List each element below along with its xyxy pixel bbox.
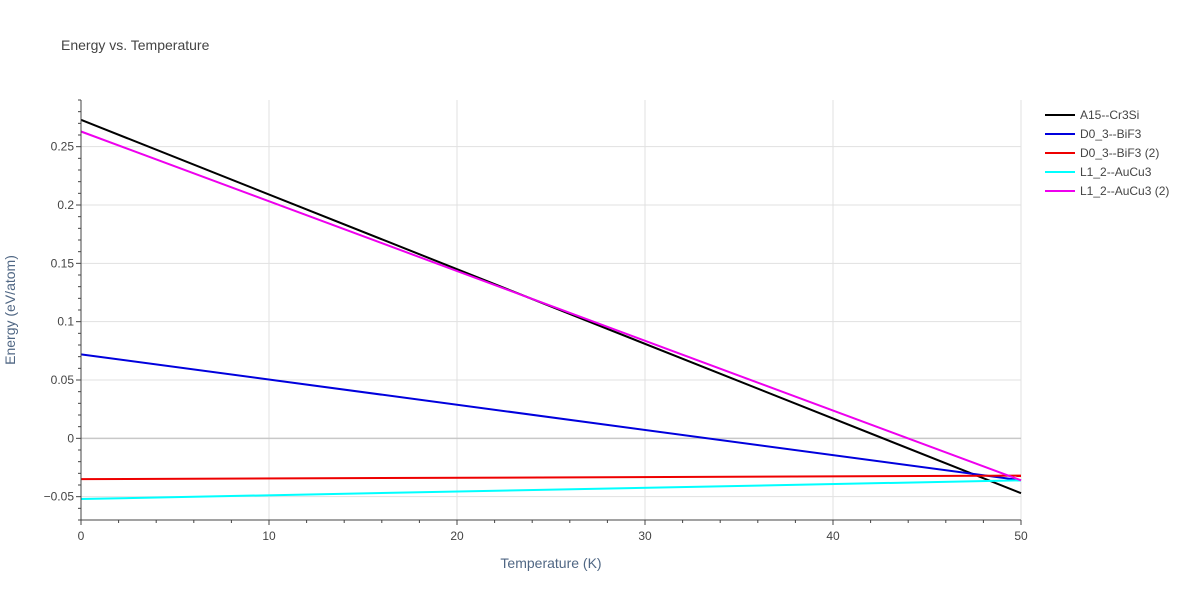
series-line — [80, 130, 1022, 482]
y-tick-label: 0.1 — [57, 315, 74, 329]
series-line — [80, 474, 1022, 481]
grid-layer — [81, 100, 1022, 520]
legend-item[interactable]: A15--Cr3Si — [1045, 108, 1139, 122]
x-tick-label: 30 — [638, 529, 652, 543]
legend-label: L1_2--AuCu3 — [1080, 165, 1152, 179]
legend-label: L1_2--AuCu3 (2) — [1080, 184, 1169, 198]
legend-item[interactable]: L1_2--AuCu3 (2) — [1045, 184, 1169, 198]
legend-item[interactable]: D0_3--BiF3 — [1045, 127, 1142, 141]
axis-layer — [76, 99, 1022, 525]
x-tick-label: 50 — [1014, 529, 1028, 543]
legend-item[interactable]: D0_3--BiF3 (2) — [1045, 146, 1159, 160]
legend-item[interactable]: L1_2--AuCu3 — [1045, 165, 1152, 179]
x-tick-label: 40 — [826, 529, 840, 543]
legend-label: D0_3--BiF3 — [1080, 127, 1142, 141]
legend: A15--Cr3Si D0_3--BiF3 D0_3--BiF3 (2) L1_2--… — [1045, 108, 1169, 198]
y-tick-label: 0.15 — [51, 256, 75, 270]
y-axis-title: Energy (eV/atom) — [2, 255, 18, 365]
x-tick-label: 0 — [78, 529, 85, 543]
legend-label: D0_3--BiF3 (2) — [1080, 146, 1159, 160]
y-tick-label: 0.05 — [51, 373, 75, 387]
y-tick-label: 0 — [67, 431, 74, 445]
y-tick-label: 0.2 — [57, 198, 74, 212]
tick-label-layer: 0 10 20 30 40 50 −0.05 0 0.05 0.1 0.15 0.2 0.25 — [44, 140, 1028, 543]
y-tick-label: −0.05 — [44, 490, 75, 504]
series-line — [80, 479, 1022, 500]
chart-title: Energy vs. Temperature — [61, 37, 210, 53]
legend-label: A15--Cr3Si — [1080, 108, 1139, 122]
x-tick-label: 10 — [262, 529, 276, 543]
series-layer — [80, 118, 1022, 500]
y-tick-label: 0.25 — [51, 140, 75, 154]
series-line — [80, 353, 1022, 482]
x-tick-label: 20 — [450, 529, 464, 543]
x-axis-title: Temperature (K) — [500, 555, 601, 571]
